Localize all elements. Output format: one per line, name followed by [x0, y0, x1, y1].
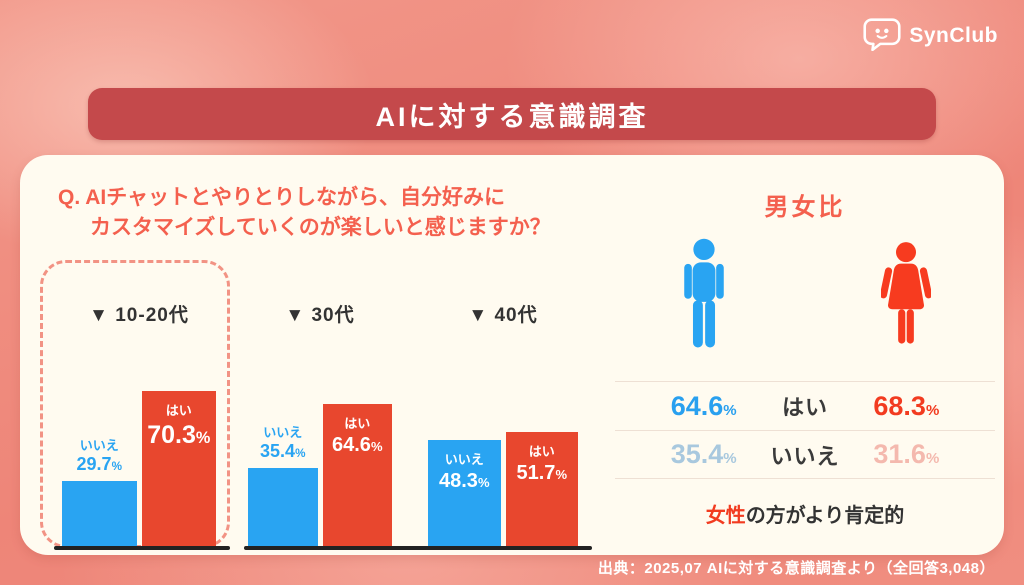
female-icon	[880, 239, 933, 356]
male-icon	[681, 238, 727, 357]
bar-inside-label: いいえ 48.3%	[439, 451, 490, 492]
gender-icons-row	[615, 238, 995, 357]
age-group-label: ▼ 40代	[468, 305, 538, 326]
chart-baseline	[244, 546, 592, 550]
title-banner: AIに対する意識調査	[88, 88, 936, 140]
bar-inside-label: はい 51.7%	[516, 444, 568, 485]
question-line-2: カスタマイズしていくのが楽しいと感じますか？	[90, 216, 551, 239]
question-line-1: Q. AIチャットとやりとりしながら、自分好みに	[58, 186, 506, 209]
page-title: AIに対する意識調査	[375, 101, 649, 132]
bar-outside-label: いいえ 29.7%	[76, 437, 122, 474]
bar-yes: はい 51.7%	[505, 432, 578, 546]
gender-table: 64.6% はい 68.3% 35.4% いいえ 31.6%	[615, 381, 995, 479]
bar-no	[62, 480, 137, 546]
age-group-label: ▼ 30代	[285, 305, 355, 326]
chart-group: ▼ 40代いいえ 48.3% はい 51.7%	[428, 295, 578, 550]
bar-inside-label: はい 64.6%	[332, 415, 383, 456]
male-yes-value: 64.6%	[670, 390, 737, 421]
gender-note: 女性の方がより肯定的	[615, 499, 995, 528]
gender-note-rest: の方がより肯定的	[745, 505, 905, 527]
bar-yes: はい 64.6%	[322, 403, 392, 546]
chat-bubble-icon	[863, 16, 901, 56]
age-group-label: ▼ 10-20代	[89, 305, 189, 326]
female-no-value: 31.6%	[873, 439, 940, 469]
bar-inside-label: はい 70.3%	[147, 403, 211, 450]
chart-baseline	[54, 546, 230, 550]
answer-label-yes: はい	[781, 395, 828, 420]
gender-ratio-title: 男女比	[764, 194, 846, 221]
bar-outside-label: いいえ 35.4%	[260, 425, 306, 462]
chart-group: ▼ 30代いいえ 35.4% はい 64.6%	[248, 295, 392, 550]
female-yes-value: 68.3%	[873, 390, 940, 421]
bar-chart: ▼ 10-20代いいえ 29.7% はい 70.3% ▼ 30代いいえ 35.4% はい 64…	[50, 295, 600, 550]
table-row-yes: 64.6% はい 68.3%	[615, 381, 995, 430]
bar-no: いいえ 48.3%	[428, 439, 501, 546]
bar-no	[248, 468, 318, 546]
survey-card: Q. AIチャットとやりとりしながら、自分好みに カスタマイズしていくのが楽しい…	[20, 155, 1004, 555]
gender-note-highlight: 女性	[705, 505, 746, 527]
question-text: Q. AIチャットとやりとりしながら、自分好みに カスタマイズしていくのが楽しい…	[58, 183, 551, 243]
question-prefix: Q.	[58, 186, 81, 209]
male-no-value: 35.4%	[670, 439, 737, 469]
logo-text: SynClub	[909, 24, 998, 47]
source-note: 出典：2025,07 AIに対する意識調査より（全回答3,048）	[597, 560, 995, 577]
gender-ratio-panel: 男女比	[615, 187, 995, 528]
table-row-no: 35.4% いいえ 31.6%	[615, 430, 995, 479]
answer-label-no: いいえ	[770, 443, 840, 469]
chart-group: ▼ 10-20代いいえ 29.7% はい 70.3%	[62, 295, 216, 550]
bar-yes: はい 70.3%	[141, 391, 216, 546]
logo: SynClub	[863, 16, 998, 56]
